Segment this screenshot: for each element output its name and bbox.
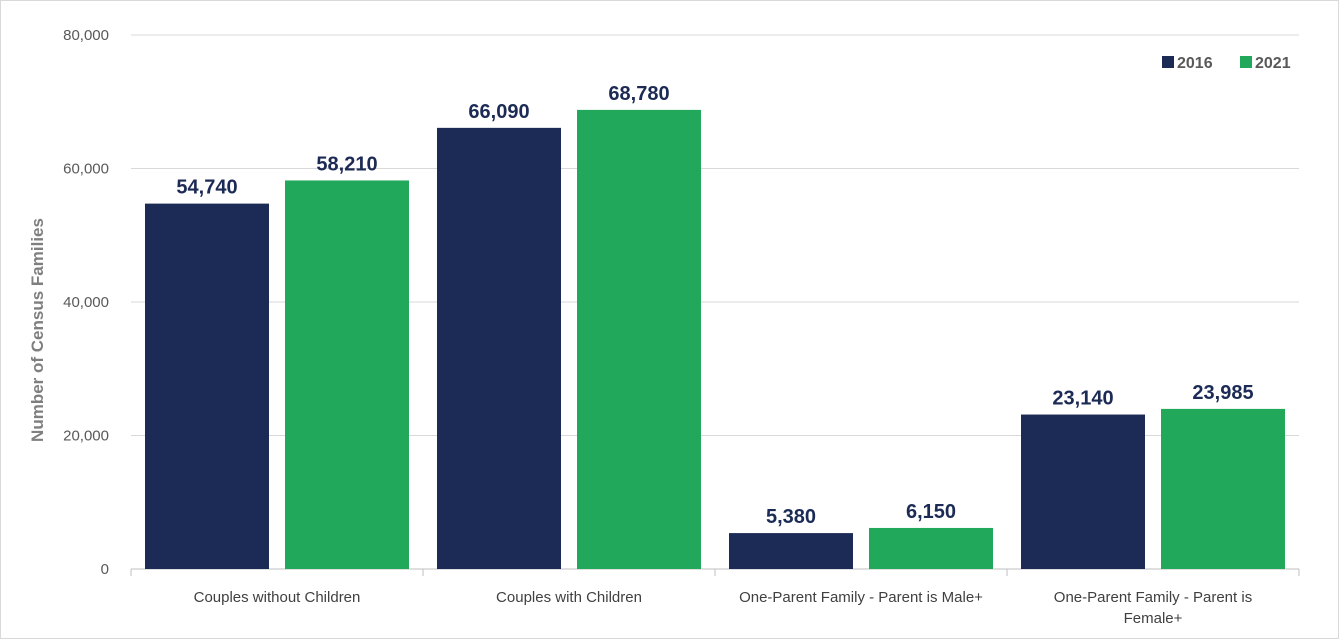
bar-2021 bbox=[285, 180, 409, 570]
data-label: 66,090 bbox=[468, 101, 529, 123]
legend-swatch bbox=[1240, 56, 1252, 68]
data-label: 58,210 bbox=[316, 153, 377, 175]
axes: 0 20,000 40,000 60,000 80,000 Couples without… bbox=[63, 27, 1300, 627]
y-tick-label: 0 bbox=[101, 561, 109, 578]
legend-label: 2021 bbox=[1255, 55, 1291, 72]
bars bbox=[145, 109, 1285, 570]
bar-2021 bbox=[1161, 408, 1285, 569]
bar-2021 bbox=[577, 109, 701, 570]
data-labels: 54,740 58,210 66,090 68,780 5,380 6,150 23,140… bbox=[176, 83, 1253, 528]
data-label: 68,780 bbox=[608, 83, 669, 105]
x-category-label: One-Parent Family - Parent is Male+ bbox=[739, 589, 983, 606]
x-category-label: Couples with Children bbox=[496, 589, 642, 606]
data-label: 23,140 bbox=[1052, 388, 1113, 410]
bar-2016 bbox=[1021, 414, 1145, 569]
legend-swatch bbox=[1162, 56, 1174, 68]
y-tick-label: 80,000 bbox=[63, 27, 109, 44]
y-tick-label: 40,000 bbox=[63, 294, 109, 311]
y-tick-label: 60,000 bbox=[63, 161, 109, 178]
x-category-label: Female+ bbox=[1124, 610, 1183, 627]
x-category-label: Couples without Children bbox=[194, 589, 361, 606]
legend-label: 2016 bbox=[1177, 55, 1213, 72]
bar-2016 bbox=[729, 533, 853, 569]
bar-2021 bbox=[869, 527, 993, 569]
legend: 2016 2021 bbox=[1162, 55, 1291, 72]
y-tick-label: 20,000 bbox=[63, 428, 109, 445]
bar-2016 bbox=[145, 203, 269, 569]
x-category-label: One-Parent Family - Parent is bbox=[1054, 589, 1252, 606]
data-label: 23,985 bbox=[1192, 382, 1253, 404]
y-axis-title: Number of Census Families bbox=[28, 218, 47, 442]
bar-2016 bbox=[437, 127, 561, 570]
data-label: 54,740 bbox=[176, 177, 237, 199]
data-label: 5,380 bbox=[766, 506, 816, 528]
data-label: 6,150 bbox=[906, 501, 956, 523]
